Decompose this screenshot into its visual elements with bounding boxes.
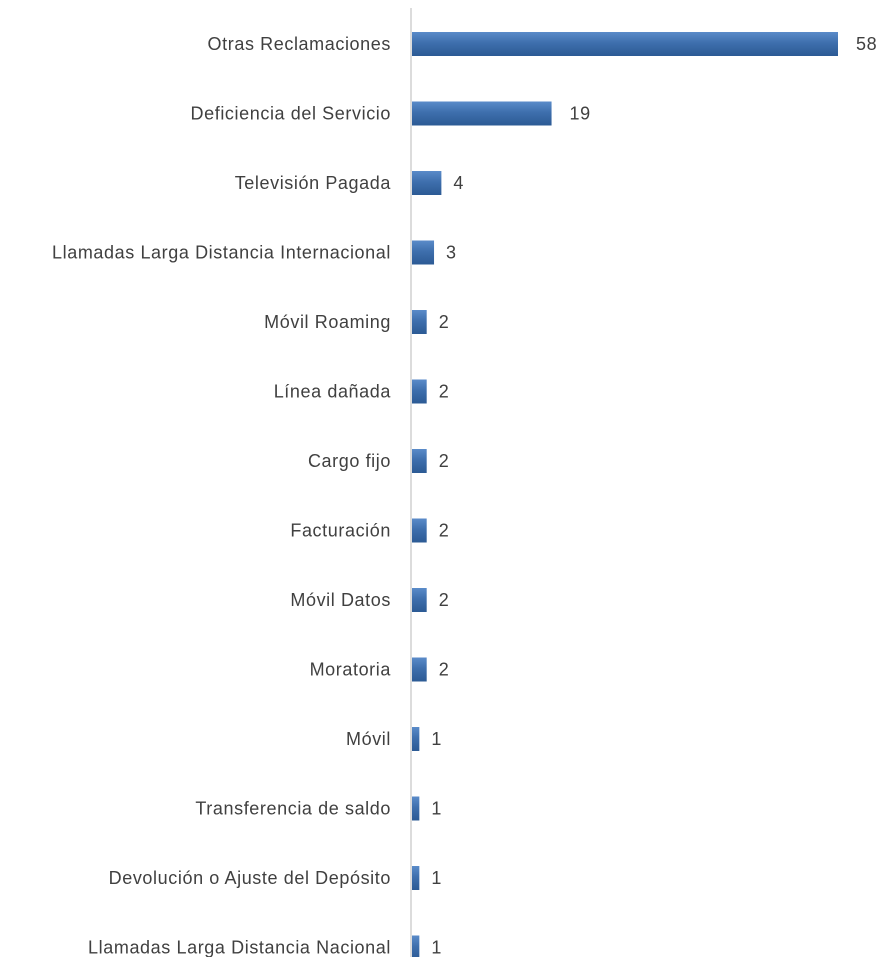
category-label: Línea dañada: [274, 382, 392, 402]
category-label: Moratoria: [310, 660, 392, 680]
bar: [412, 796, 420, 821]
category-label: Llamadas Larga Distancia Nacional: [88, 938, 391, 957]
category-label: Móvil Datos: [290, 590, 391, 610]
bar: [412, 518, 427, 543]
value-label: 1: [431, 868, 442, 888]
bar: [412, 171, 442, 195]
bar: [412, 866, 420, 890]
category-label: Televisión Pagada: [235, 173, 392, 193]
value-label: 58: [856, 34, 877, 54]
bars-layer: Otras Reclamaciones 58 Deficiencia del Ser…: [52, 32, 877, 957]
value-label: 4: [453, 173, 464, 193]
category-label: Transferencia de saldo: [195, 799, 391, 819]
value-label: 2: [439, 660, 450, 680]
bar: [412, 240, 435, 265]
value-label: 2: [439, 521, 450, 541]
bar: [412, 449, 427, 473]
category-label: Facturación: [290, 521, 391, 541]
value-label: 2: [439, 312, 450, 332]
value-label: 2: [439, 590, 450, 610]
value-label: 2: [439, 382, 450, 402]
bar: [412, 32, 838, 56]
category-label: Móvil Roaming: [264, 312, 391, 332]
value-label: 2: [439, 451, 450, 471]
value-label: 1: [431, 938, 442, 957]
category-label: Cargo fijo: [308, 451, 391, 471]
value-label: 3: [446, 243, 457, 263]
bar: [412, 379, 427, 404]
category-label: Llamadas Larga Distancia Internacional: [52, 243, 391, 263]
value-label: 1: [431, 799, 442, 819]
value-label: 1: [431, 729, 442, 749]
category-label: Deficiencia del Servicio: [191, 104, 391, 124]
bar: [412, 657, 427, 682]
bar: [412, 101, 552, 126]
category-label: Móvil: [346, 729, 391, 749]
bar: [412, 588, 427, 612]
bar: [412, 727, 420, 751]
bar: [412, 310, 427, 334]
category-label: Otras Reclamaciones: [208, 34, 391, 54]
bar: [412, 935, 420, 957]
category-label: Devolución o Ajuste del Depósito: [109, 868, 391, 888]
value-label: 19: [570, 104, 591, 124]
